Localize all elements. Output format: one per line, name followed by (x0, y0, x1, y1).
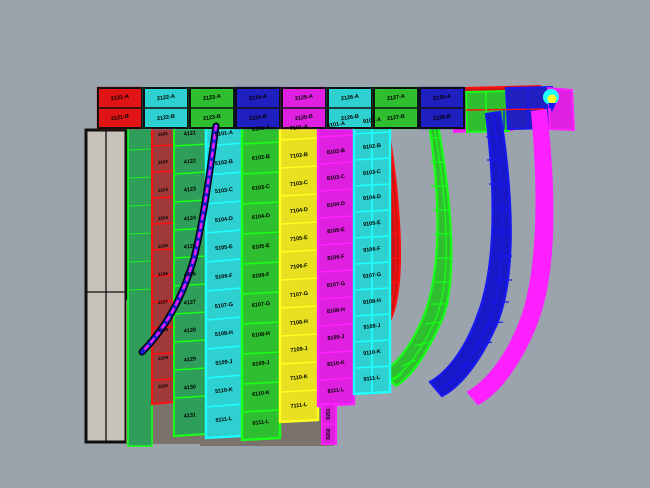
labeled-element-columns[interactable] (127, 104, 392, 447)
mesh-strip-blue (428, 110, 512, 398)
column-06[interactable] (278, 108, 320, 424)
top-box-1 (142, 86, 190, 130)
column-07[interactable] (316, 106, 356, 445)
column-02[interactable] (151, 117, 175, 406)
top-box-3 (234, 86, 282, 130)
top-box-6 (372, 86, 420, 130)
top-box-5 (326, 86, 374, 130)
column-08[interactable] (352, 104, 392, 396)
top-box-4 (280, 86, 328, 130)
tendon-profile-curve (138, 122, 220, 356)
ground-slab-panel[interactable] (84, 128, 128, 444)
top-box-2 (188, 86, 236, 130)
top-element-row[interactable] (96, 86, 466, 130)
mesh-strip-magenta (466, 108, 554, 406)
origin-triad-marker (543, 89, 559, 112)
column-05[interactable] (240, 110, 282, 442)
column-01[interactable] (127, 119, 153, 447)
top-box-0 (96, 86, 144, 130)
top-box-7 (418, 86, 466, 130)
